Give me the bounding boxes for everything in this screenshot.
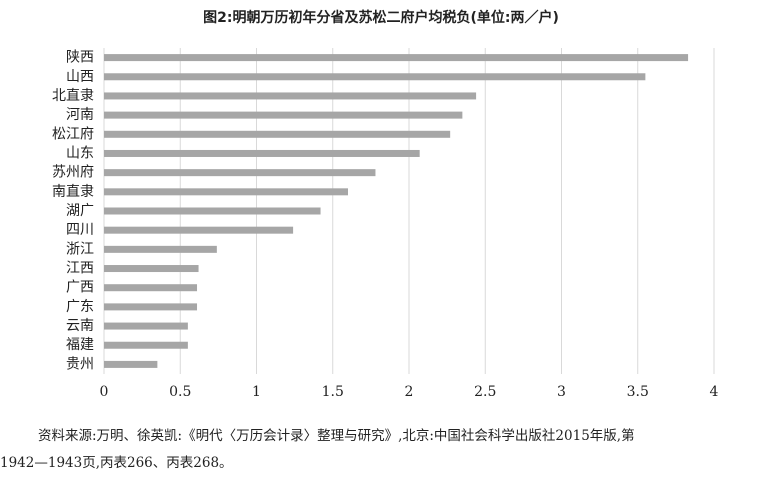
y-tick-label: 南直隶 — [52, 183, 94, 200]
x-tick-label: 0.5 — [169, 384, 191, 400]
bar — [104, 226, 294, 234]
x-tick-label: 4 — [710, 384, 719, 400]
bar — [104, 360, 158, 368]
bar — [104, 265, 199, 273]
source-line: 1942—1943页,丙表266、丙表268。 — [0, 455, 233, 471]
x-tick-label: 0 — [100, 384, 109, 400]
x-tick-label: 2.5 — [474, 384, 496, 400]
bar — [104, 188, 348, 196]
bar — [104, 54, 689, 62]
y-tick-label: 陕西 — [66, 50, 94, 66]
bar — [104, 245, 217, 253]
y-tick-label: 苏州府 — [52, 165, 94, 181]
bar — [104, 284, 198, 292]
bar — [104, 73, 646, 81]
bar — [104, 169, 376, 177]
y-tick-label: 松江府 — [52, 126, 94, 142]
y-tick-label: 广西 — [66, 280, 94, 296]
chart: 图2:明朝万历初年分省及苏松二府户均税负(单位:两／户) 0 0.5 1 1.5 2 2.… — [52, 9, 719, 400]
x-tick-label: 3.5 — [627, 384, 649, 400]
y-tick-label: 福建 — [66, 337, 94, 353]
x-tick-label: 1 — [252, 384, 261, 400]
bar — [104, 149, 420, 157]
y-tick-label: 广东 — [66, 299, 94, 315]
bar — [104, 322, 188, 330]
source-line: 资料来源:万明、徐英凯:《明代〈万历会计录〉整理与研究》,北京:中国社会科学出版… — [38, 428, 635, 444]
bar — [104, 92, 477, 100]
y-tick-label: 贵州 — [66, 356, 94, 372]
y-tick-label: 浙江 — [66, 241, 94, 257]
y-tick-label: 北直隶 — [52, 87, 94, 104]
y-tick-label: 山西 — [66, 69, 94, 85]
y-tick-label: 河南 — [66, 107, 94, 123]
y-tick-label: 山东 — [66, 145, 94, 161]
y-tick-label: 四川 — [66, 222, 94, 238]
y-tick-label: 湖广 — [66, 203, 94, 219]
y-tick-label: 云南 — [66, 318, 94, 334]
bar — [104, 111, 463, 119]
bar — [104, 207, 321, 215]
x-tick-label: 1.5 — [322, 384, 344, 400]
bar — [104, 303, 198, 311]
y-tick-label: 江西 — [66, 261, 94, 277]
x-tick-label: 2 — [405, 384, 414, 400]
chart-title: 图2:明朝万历初年分省及苏松二府户均税负(单位:两／户) — [203, 9, 559, 26]
bar — [104, 341, 188, 349]
x-tick-label: 3 — [557, 384, 566, 400]
bar — [104, 130, 451, 138]
